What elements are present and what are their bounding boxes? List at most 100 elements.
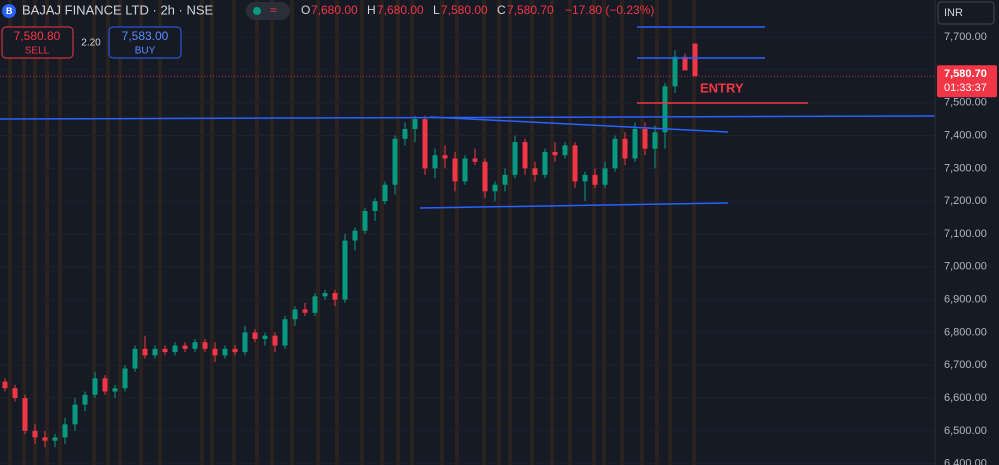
candle-body [102, 378, 108, 392]
session-stripe [316, 0, 320, 465]
candle-body [312, 296, 318, 313]
candle-body [12, 388, 18, 399]
session-stripe [210, 0, 214, 465]
candle-body [522, 142, 528, 169]
candle-body [582, 174, 588, 182]
candle-body [272, 335, 278, 346]
candle-body [342, 240, 348, 300]
price-axis-labels: 6,400.00 6,500.00 6,600.00 6,700.00 6,800.00… [944, 31, 987, 465]
session-stripe [482, 0, 486, 465]
y-tick-label: 7,500.00 [944, 97, 987, 109]
session-stripe [508, 0, 512, 465]
session-stripe [396, 0, 400, 465]
candle-body [592, 174, 598, 185]
candle-body [92, 378, 98, 395]
annotation: ENTRY [700, 80, 744, 95]
ohlc-o-label: O [301, 3, 310, 17]
candle-body [642, 128, 648, 149]
y-tick-label: 6,500.00 [944, 425, 987, 437]
sell-label: SELL [25, 46, 50, 57]
ohlc-close: 7,580.70 [507, 3, 554, 17]
session-stripe [620, 0, 624, 465]
candle-body [112, 388, 118, 392]
candle-body [562, 145, 568, 156]
candle-body [232, 348, 238, 353]
candle-body [142, 348, 148, 356]
candle-body [462, 158, 468, 182]
candle-body [572, 145, 578, 182]
candle-body [682, 56, 688, 71]
candle-body [632, 128, 638, 159]
candle-body [172, 345, 178, 353]
session-stripe [380, 0, 384, 465]
ohlc-change: −17.80 (−0.23%) [565, 3, 654, 17]
ohlc-l-label: L [433, 3, 440, 17]
session-stripe [118, 0, 122, 465]
candle-body [282, 319, 288, 346]
session-stripe [158, 0, 162, 465]
y-tick-label: 7,200.00 [944, 195, 987, 207]
candle-body [72, 404, 78, 425]
candle-body [352, 230, 358, 241]
candle-body [262, 335, 268, 339]
candle-body [122, 368, 128, 389]
countdown: 01:33:37 [944, 82, 987, 94]
last-price-tag [937, 65, 997, 98]
session-stripe [290, 0, 294, 465]
symbol-icon [2, 4, 16, 18]
session-stripe [22, 0, 26, 465]
candle-body [532, 168, 538, 175]
candle-body [182, 345, 188, 349]
candle-body [152, 348, 158, 356]
ohlc-h-label: H [367, 3, 376, 17]
drawing-line [419, 202, 729, 209]
session-stripe [455, 0, 459, 465]
session-stripe [8, 0, 12, 465]
status-pill[interactable] [246, 2, 290, 20]
candle-body [252, 332, 258, 339]
ohlc-c-label: C [497, 3, 506, 17]
spread: 2.20 [81, 38, 101, 49]
candle-body [452, 158, 458, 182]
candle-body [322, 293, 328, 297]
session-stripe [232, 0, 236, 465]
session-stripe [592, 0, 596, 465]
candle-body [622, 138, 628, 159]
session-stripes [8, 0, 696, 465]
market-open-dot [253, 7, 261, 15]
candle-body [42, 437, 48, 441]
currency: INR [944, 7, 963, 19]
candle-body [372, 201, 378, 212]
sell-button[interactable] [1, 26, 74, 59]
candle-body [602, 168, 608, 185]
session-stripe [530, 0, 534, 465]
currency-button[interactable] [937, 1, 995, 25]
plot [0, 36, 935, 465]
y-tick-label: 7,100.00 [944, 228, 987, 240]
candle-body [672, 56, 678, 87]
candle-body [382, 184, 388, 202]
session-stripe [568, 0, 572, 465]
y-tick-label: 6,700.00 [944, 359, 987, 371]
session-stripe [692, 0, 696, 465]
candle-body [292, 309, 298, 320]
candle-body [32, 430, 38, 438]
buy-label: BUY [135, 46, 156, 57]
candle-body [482, 161, 488, 192]
candle-body [22, 398, 28, 431]
candle-body [132, 348, 138, 369]
candle-body [652, 132, 658, 149]
candle-body [692, 43, 698, 77]
y-tick-label: 7,300.00 [944, 162, 987, 174]
candle-body [422, 119, 428, 169]
buy-button[interactable] [108, 26, 182, 59]
candle-body [502, 174, 508, 185]
session-stripe [668, 0, 672, 465]
candle-body [302, 309, 308, 313]
session-stripe [360, 0, 364, 465]
candle-body [202, 342, 208, 349]
drawing-line [429, 116, 729, 133]
candle-body [472, 158, 478, 162]
